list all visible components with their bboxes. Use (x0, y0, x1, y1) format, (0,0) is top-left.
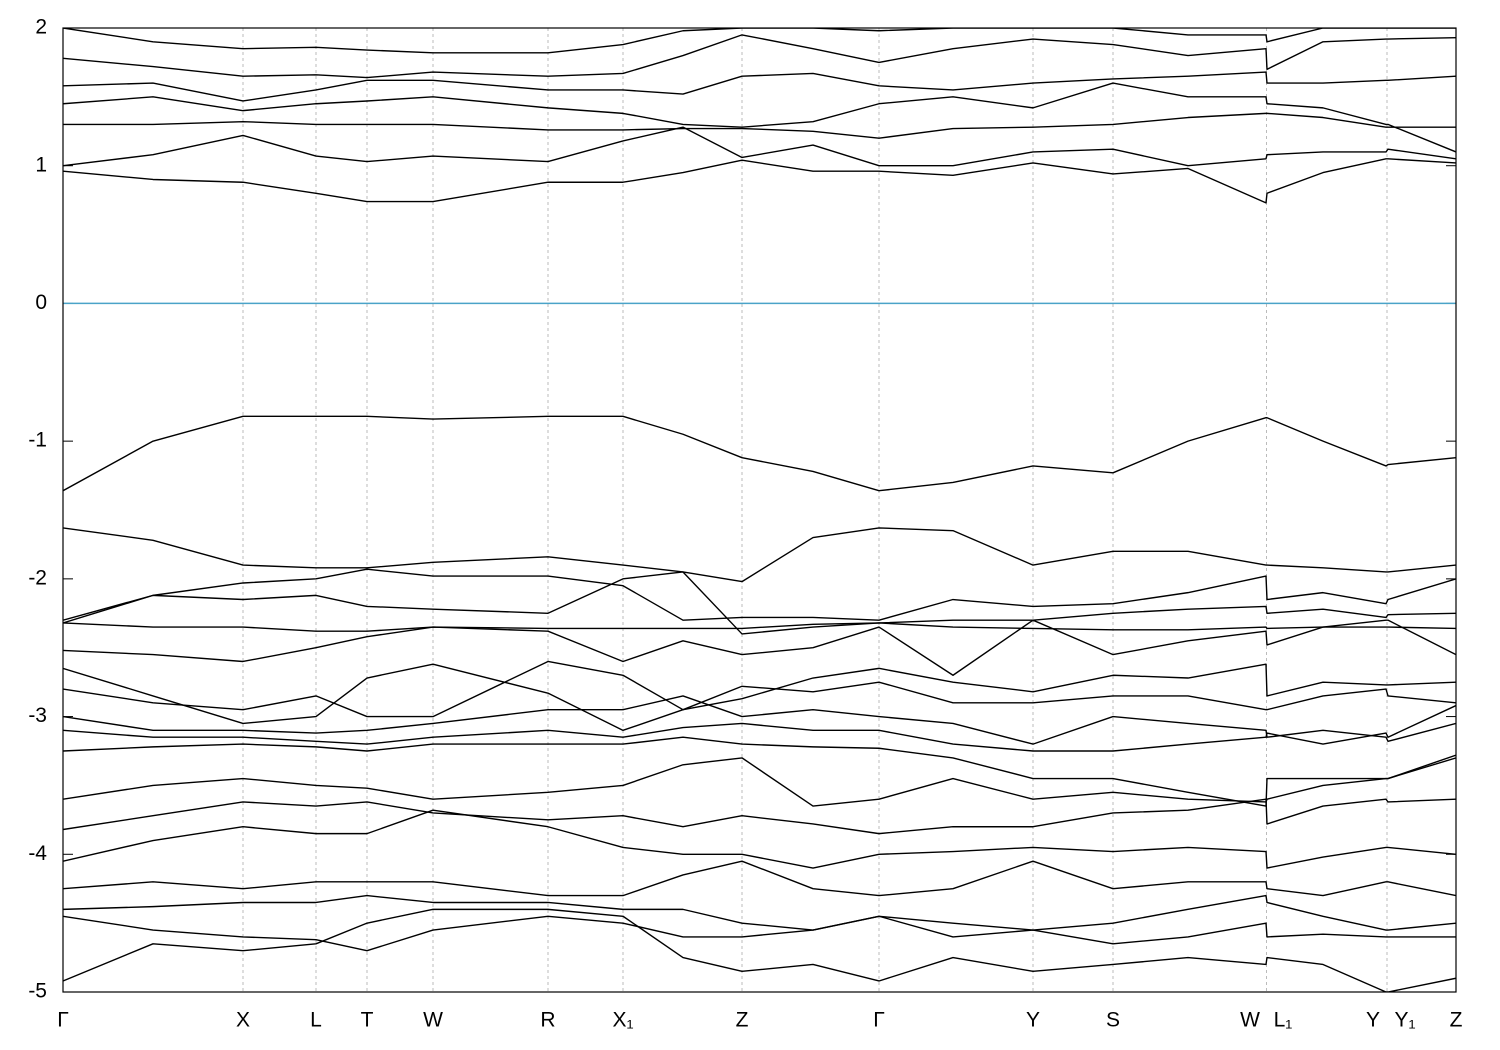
y-tick-label: 0 (35, 291, 47, 314)
y-tick-label: 2 (35, 16, 47, 39)
x-tick-label: Y₁ (1394, 1009, 1415, 1032)
x-tick-label: Z (1450, 1009, 1463, 1032)
y-tick-label: -3 (28, 704, 47, 727)
x-tick-label: Y (1026, 1009, 1040, 1032)
x-tick-label: X₁ (612, 1009, 633, 1032)
x-tick-label: Y (1366, 1009, 1380, 1032)
x-tick-label: L₁ (1274, 1009, 1293, 1032)
band-line (63, 71, 1456, 102)
band-line (63, 663, 1456, 732)
x-tick-label: X (236, 1009, 250, 1032)
band-line (63, 34, 1456, 79)
band-line (63, 568, 1456, 621)
band-line (63, 915, 1456, 952)
y-tick-label: -2 (28, 566, 47, 589)
band-line (63, 622, 1456, 632)
x-tick-label: Γ (873, 1009, 885, 1032)
band-line (63, 158, 1456, 204)
band-line (63, 415, 1456, 492)
y-tick-label: -4 (28, 842, 47, 865)
x-tick-label: Γ (57, 1009, 69, 1032)
band-line (63, 757, 1456, 807)
bands (63, 28, 1456, 992)
band-line (63, 28, 1456, 54)
y-tick-label: 1 (35, 153, 47, 176)
band-line (63, 571, 1456, 635)
band-line (63, 82, 1456, 153)
band-line (63, 619, 1456, 676)
band-line (63, 126, 1456, 167)
x-tick-label: L (310, 1009, 322, 1032)
x-tick-label: S (1106, 1009, 1120, 1032)
x-tick-label: W (423, 1009, 443, 1032)
band-line (63, 660, 1456, 718)
plot-frame (62, 27, 1457, 993)
band-line (63, 736, 1456, 807)
x-tick-label: R (540, 1009, 555, 1032)
y-tick-label: -1 (28, 429, 47, 452)
y-tick-label: -5 (28, 980, 47, 1003)
band-line (63, 704, 1456, 752)
band-line (63, 860, 1456, 897)
band-line (63, 908, 1456, 992)
x-tick-label: T (361, 1009, 374, 1032)
x-tick-label: Z (736, 1009, 749, 1032)
band-line (63, 798, 1456, 835)
band-line (63, 112, 1456, 139)
band-line (63, 809, 1456, 869)
band-line (63, 695, 1456, 745)
band-line (63, 527, 1456, 583)
x-tick-label: W (1240, 1009, 1260, 1032)
